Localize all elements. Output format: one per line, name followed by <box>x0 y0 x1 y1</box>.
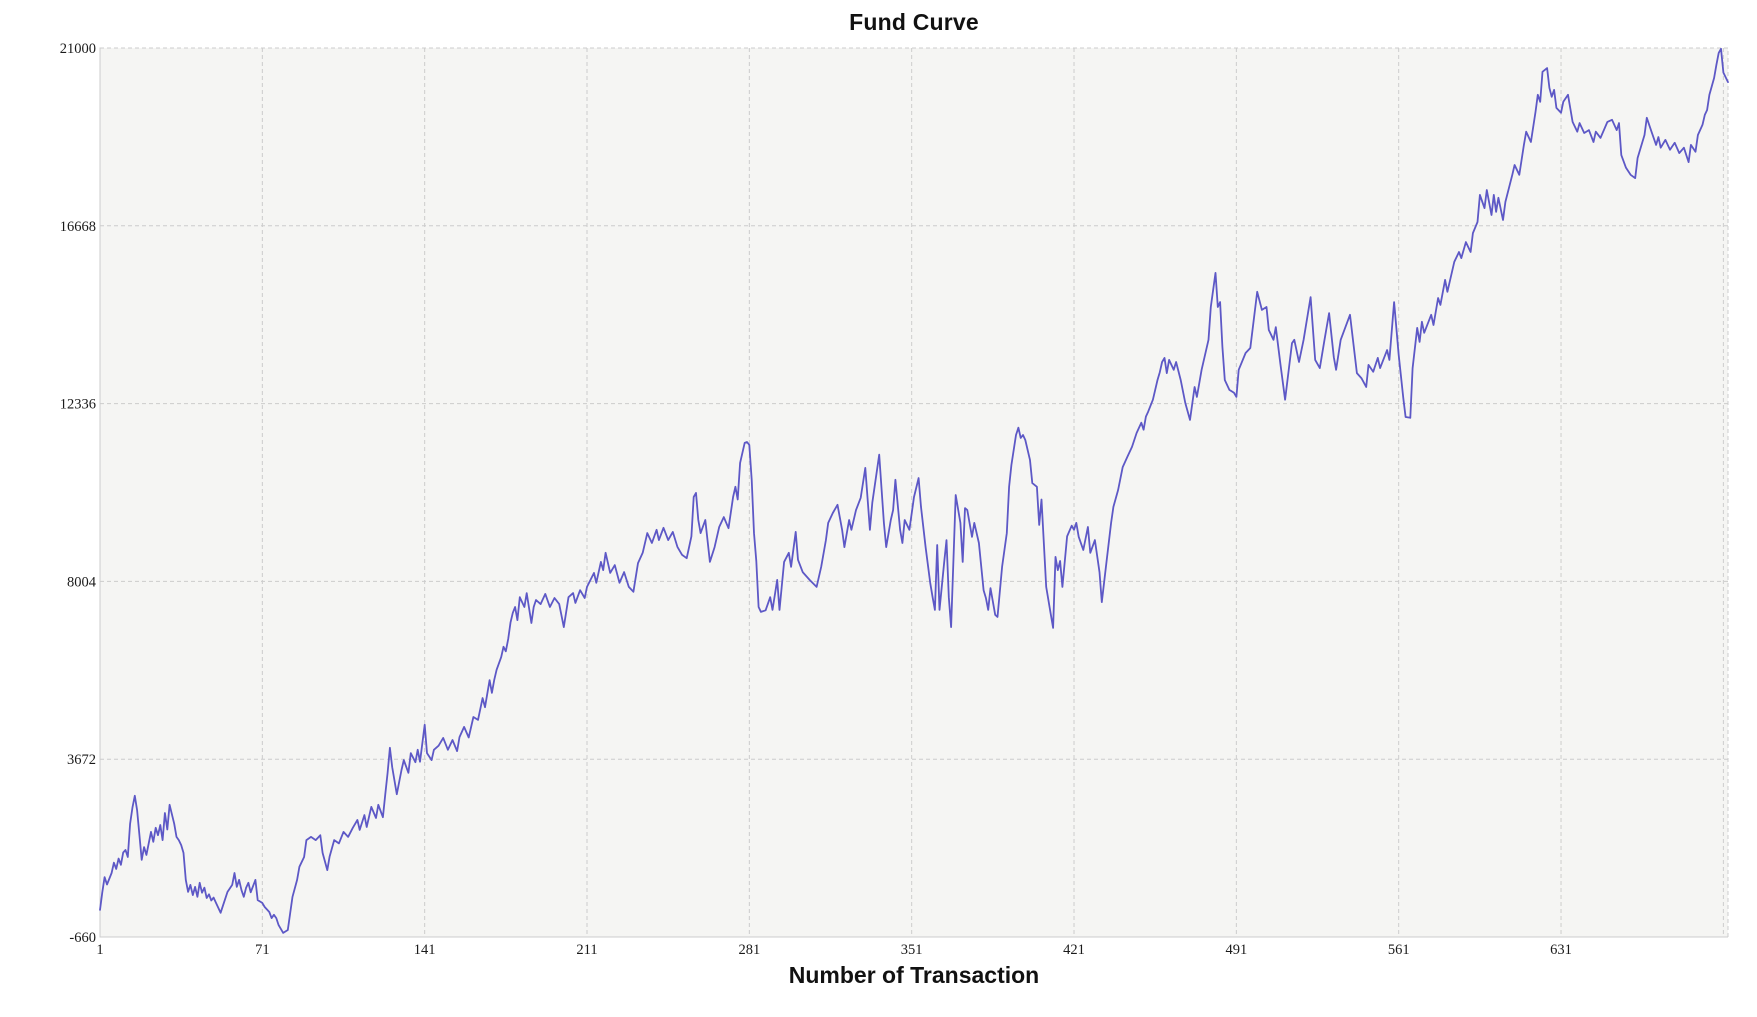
x-tick-label: 211 <box>576 942 597 958</box>
x-tick-label: 491 <box>1225 942 1247 958</box>
x-tick-label: 561 <box>1388 942 1410 958</box>
y-tick-label: 21000 <box>60 41 96 57</box>
x-tick-label: 421 <box>1063 942 1085 958</box>
y-tick-label: 12336 <box>60 397 96 413</box>
plot-area-bg <box>100 48 1728 937</box>
x-tick-label: 141 <box>414 942 436 958</box>
y-tick-label: 8004 <box>67 574 97 590</box>
y-tick-label: -660 <box>69 930 96 946</box>
x-axis-title: Number of Transaction <box>788 962 1040 988</box>
chart-title: Fund Curve <box>849 9 979 35</box>
fund-curve-line <box>99 47 1729 934</box>
x-tick-label: 281 <box>738 942 760 958</box>
x-tick-label: 631 <box>1550 942 1572 958</box>
x-tick-label: 71 <box>255 942 270 958</box>
y-tick-label: 16668 <box>60 219 96 235</box>
x-tick-label: 351 <box>901 942 923 958</box>
plot-border <box>99 47 1729 938</box>
y-tick-label: 3672 <box>67 752 96 768</box>
x-tick-label: 1 <box>96 942 103 958</box>
